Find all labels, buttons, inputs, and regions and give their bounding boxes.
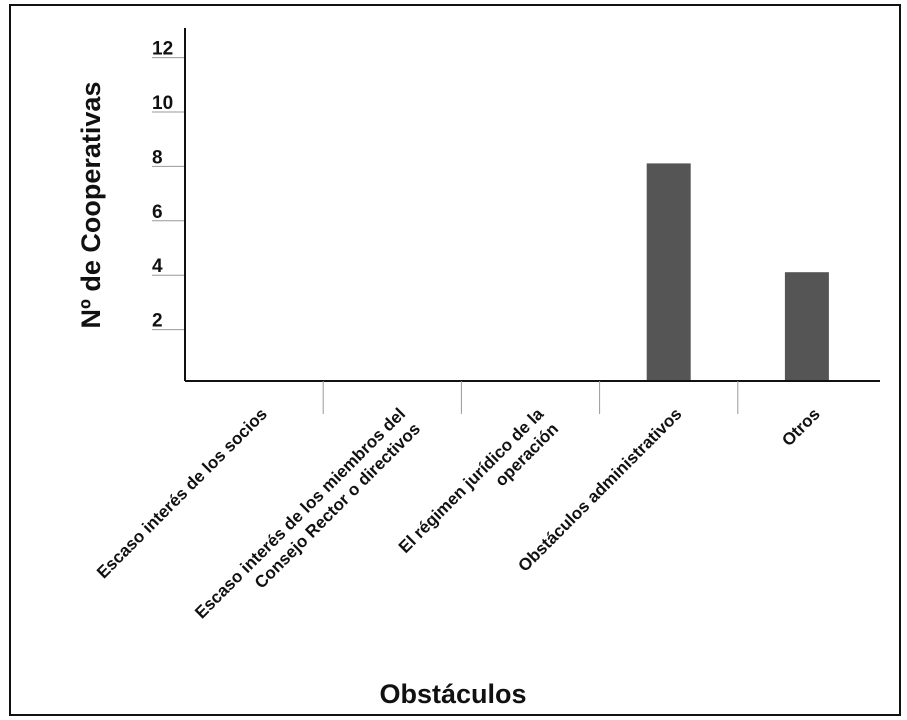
x-axis-title: Obstáculos: [379, 679, 526, 709]
y-tick-label: 8: [152, 147, 163, 168]
bars: [646, 163, 829, 381]
y-tick-label: 4: [152, 256, 163, 277]
x-category-label: Otros: [778, 404, 823, 449]
y-tick-label: 10: [152, 93, 173, 114]
bar: [784, 272, 829, 381]
chart-frame: [9, 4, 901, 716]
y-tick-label: 6: [152, 202, 163, 223]
x-axis-dividers: [322, 381, 739, 414]
y-axis-title: Nº de Cooperativas: [76, 82, 106, 329]
y-axis-ticks: 2 4 6 8 10 12: [152, 39, 185, 332]
bar: [646, 163, 691, 381]
y-tick-label: 2: [152, 311, 163, 332]
y-tick-label: 12: [152, 39, 173, 60]
